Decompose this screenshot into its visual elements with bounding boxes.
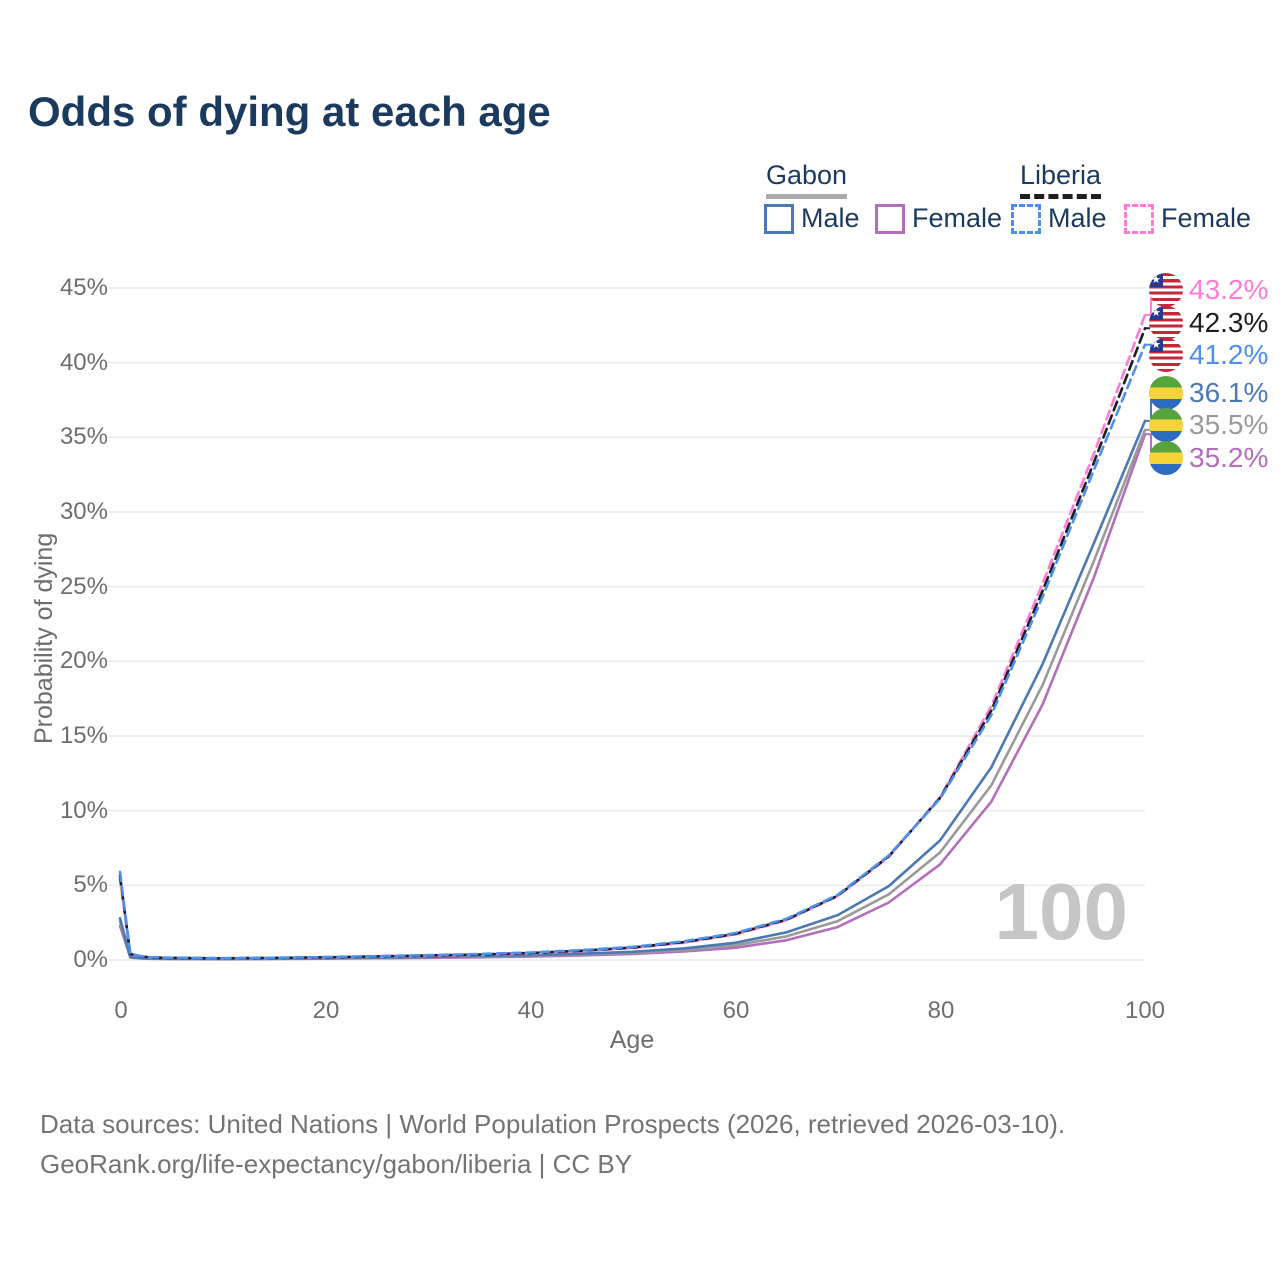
gabon-female-swatch-icon <box>875 203 905 234</box>
legend-item-gabon-male[interactable]: Male <box>764 203 860 234</box>
legend-group-liberia-label: Liberia <box>1020 160 1102 190</box>
end-label-liberia-female: ★ 43.2% <box>1149 272 1268 308</box>
end-label-gabon-female: 35.2% <box>1149 440 1268 476</box>
page-title: Odds of dying at each age <box>28 88 551 135</box>
x-tick: 20 <box>312 997 340 1024</box>
line-liberia-male[interactable] <box>118 343 1147 960</box>
end-label-gabon-both: 35.5% <box>1149 407 1268 443</box>
y-tick: 0% <box>73 946 108 973</box>
liberia-female-swatch-icon <box>1124 203 1154 234</box>
end-label-gabon-male: 36.1% <box>1149 375 1268 411</box>
legend-group-liberia[interactable]: Liberia <box>1020 160 1102 202</box>
x-tick: 0 <box>114 997 128 1024</box>
legend-item-label: Male <box>801 203 860 233</box>
liberia-flag-icon: ★ <box>1149 306 1183 340</box>
y-tick: 45% <box>59 274 108 301</box>
age-counter-watermark: 100 <box>994 867 1128 956</box>
y-tick: 5% <box>73 871 108 898</box>
end-label-value: 36.1% <box>1189 377 1269 408</box>
end-label-liberia-both: ★ 42.3% <box>1149 305 1268 341</box>
line-liberia-female[interactable] <box>118 313 1147 960</box>
liberia-male-swatch-icon <box>1011 203 1041 234</box>
legend-item-gabon-female[interactable]: Female <box>875 203 1002 234</box>
chart-canvas <box>108 287 1157 961</box>
legend-group-gabon-label: Gabon <box>766 160 848 190</box>
y-tick: 25% <box>59 573 108 600</box>
end-label-value: 35.2% <box>1189 442 1269 473</box>
end-label-value: 35.5% <box>1189 409 1269 440</box>
y-tick: 40% <box>59 349 108 376</box>
y-tick: 10% <box>59 797 108 824</box>
end-label-value: 43.2% <box>1189 274 1269 305</box>
x-axis-title: Age <box>609 1026 655 1054</box>
x-tick: 80 <box>927 997 955 1024</box>
legend-item-liberia-female[interactable]: Female <box>1124 203 1251 234</box>
footer-line-2: GeoRank.org/life-expectancy/gabon/liberi… <box>40 1149 633 1179</box>
x-tick: 40 <box>517 997 545 1024</box>
line-liberia-both-sexes[interactable] <box>118 327 1147 960</box>
gabon-flag-icon <box>1149 441 1183 475</box>
legend-item-label: Female <box>912 203 1003 233</box>
y-tick: 15% <box>59 722 108 749</box>
liberia-dashed-line-swatch <box>1020 194 1102 199</box>
y-axis-title: Probability of dying <box>30 532 58 744</box>
gabon-flag-icon <box>1149 376 1183 410</box>
legend-item-liberia-male[interactable]: Male <box>1011 203 1107 234</box>
end-label-liberia-male: ★ 41.2% <box>1149 337 1268 373</box>
data-source-footer: Data sources: United Nations | World Pop… <box>40 1104 1065 1184</box>
x-tick: 100 <box>1124 997 1166 1024</box>
legend-group-gabon[interactable]: Gabon <box>766 160 848 202</box>
y-tick: 35% <box>59 423 108 450</box>
x-tick: 60 <box>722 997 750 1024</box>
gabon-male-swatch-icon <box>764 203 794 234</box>
end-label-value: 41.2% <box>1189 339 1269 370</box>
y-tick: 20% <box>59 647 108 674</box>
legend-item-label: Male <box>1048 203 1107 233</box>
footer-line-1: Data sources: United Nations | World Pop… <box>40 1109 1066 1139</box>
liberia-flag-icon: ★ <box>1149 338 1183 372</box>
gabon-solid-line-swatch <box>766 194 848 199</box>
liberia-flag-icon: ★ <box>1149 273 1183 307</box>
end-label-value: 42.3% <box>1189 307 1269 338</box>
y-tick: 30% <box>59 498 108 525</box>
legend-item-label: Female <box>1161 203 1252 233</box>
gabon-flag-icon <box>1149 408 1183 442</box>
